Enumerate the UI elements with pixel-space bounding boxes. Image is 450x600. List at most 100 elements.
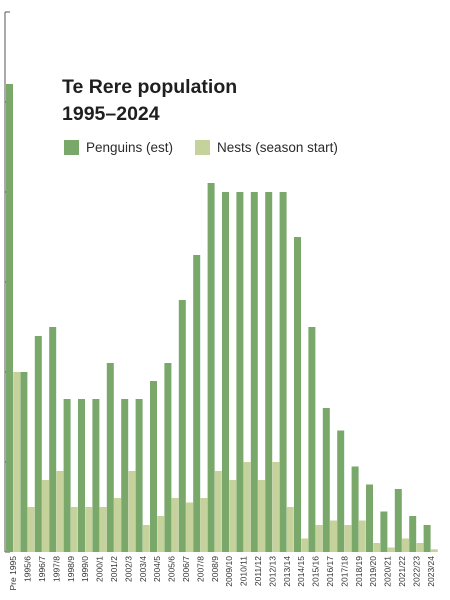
bar-nests (157, 516, 165, 552)
x-tick-label: 2022/23 (411, 556, 421, 587)
x-tick-label: 2000/1 (95, 556, 105, 582)
bar-penguins (78, 399, 85, 552)
bar-nests (258, 480, 265, 552)
x-tick-label: 2023/24 (426, 556, 436, 587)
bar-nests (85, 507, 93, 552)
legend-swatch-nests (195, 140, 211, 155)
x-tick-label: 2014/15 (296, 556, 306, 587)
x-tick-label: 2017/18 (339, 556, 349, 587)
bar-nests (214, 471, 222, 552)
chart-title-line-1: Te Rere population (62, 76, 238, 98)
bar-penguins (279, 192, 287, 552)
bar-nests (344, 525, 352, 552)
bar-penguins (20, 372, 28, 552)
x-tick-label: 1996/7 (37, 556, 47, 582)
bar-nests (42, 480, 49, 552)
x-tick-label: 2020/21 (383, 556, 393, 587)
legend-label-nests: Nests (season start) (217, 140, 338, 155)
x-tick-label: 2006/7 (181, 556, 191, 582)
bar-penguins (250, 192, 258, 552)
bar-penguins (308, 327, 316, 552)
bar-nests (387, 547, 395, 552)
legend-item-nests: Nests (season start) (195, 140, 338, 155)
bar-nests (272, 462, 280, 552)
bar-nests (402, 538, 409, 552)
bar-nests (186, 502, 193, 552)
bar-nests (301, 538, 309, 552)
x-tick-label: 1995/6 (23, 556, 33, 582)
bar-penguins (106, 363, 114, 552)
bar-penguins (150, 381, 157, 552)
bar-nests (142, 525, 150, 552)
bar-penguins (121, 399, 129, 552)
bar-nests (200, 498, 208, 552)
x-tick-label: 2011/12 (253, 556, 263, 586)
x-tick-label: 2010/11 (239, 556, 249, 586)
x-tick-label: 2005/6 (167, 556, 177, 582)
bar-penguins (34, 336, 42, 552)
x-tick-label: 2008/9 (210, 556, 220, 582)
x-tick-label: 2016/17 (325, 556, 335, 587)
bar-nests (171, 498, 179, 552)
bar-nests (128, 471, 136, 552)
bar-nests (358, 520, 366, 552)
bar-penguins (366, 484, 373, 552)
bar-penguins (351, 466, 359, 552)
bar-penguins (265, 192, 273, 552)
bar-penguins (207, 183, 215, 552)
bar-nests (114, 498, 121, 552)
bar-penguins (6, 84, 13, 552)
x-tick-label: 2003/4 (138, 556, 148, 582)
x-tick-label: 2001/2 (109, 556, 119, 582)
bar-penguins (63, 399, 71, 552)
bar-penguins (135, 399, 143, 552)
legend-swatch-penguins (64, 140, 79, 155)
bar-penguins (92, 399, 100, 552)
bar-penguins (394, 489, 402, 552)
x-tick-label: 1997/8 (51, 556, 61, 582)
legend-item-penguins: Penguins (est) (64, 140, 173, 155)
bar-penguins (294, 237, 301, 552)
x-tick-label: 1999/0 (80, 556, 90, 582)
bar-nests (373, 543, 381, 552)
bar-nests (315, 525, 323, 552)
x-tick-label: 2004/5 (152, 556, 162, 582)
x-tick-label: 2013/14 (282, 556, 292, 587)
x-tick-label: 2002/3 (123, 556, 133, 582)
bar-penguins (322, 408, 330, 552)
bar-nests (243, 462, 251, 552)
legend-label-penguins: Penguins (est) (86, 140, 174, 155)
x-tick-label: 2021/22 (397, 556, 407, 587)
bar-penguins (164, 363, 172, 552)
x-tick-label: 2009/10 (224, 556, 234, 587)
bar-nests (99, 507, 107, 552)
bar-nests (330, 520, 337, 552)
bar-penguins (423, 525, 431, 552)
bar-penguins (178, 300, 186, 552)
bar-penguins (49, 327, 57, 552)
bar-penguins (409, 516, 417, 552)
x-tick-label: Pre 1995 (8, 556, 18, 591)
x-tick-label: 2012/13 (267, 556, 277, 587)
bar-nests (13, 372, 21, 552)
bar-penguins (337, 430, 345, 552)
x-tick-label: 2007/8 (195, 556, 205, 582)
x-tick-label: 2015/16 (311, 556, 321, 587)
legend: Penguins (est) Nests (season start) (64, 140, 360, 155)
bar-nests (27, 507, 35, 552)
bar-nests (286, 507, 294, 552)
bar-nests (416, 543, 424, 552)
chart-title-line-2: 1995–2024 (62, 103, 160, 125)
bar-nests (56, 471, 64, 552)
x-tick-label: 2018/19 (354, 556, 364, 587)
bar-penguins (380, 511, 388, 552)
bar-penguins (222, 192, 229, 552)
bar-nests (430, 549, 438, 552)
bar-penguins (193, 255, 201, 552)
bar-penguins (236, 192, 244, 552)
bar-nests (70, 507, 78, 552)
chart-title: Te Rere population 1995–2024 (62, 74, 237, 128)
bar-nests (229, 480, 237, 552)
